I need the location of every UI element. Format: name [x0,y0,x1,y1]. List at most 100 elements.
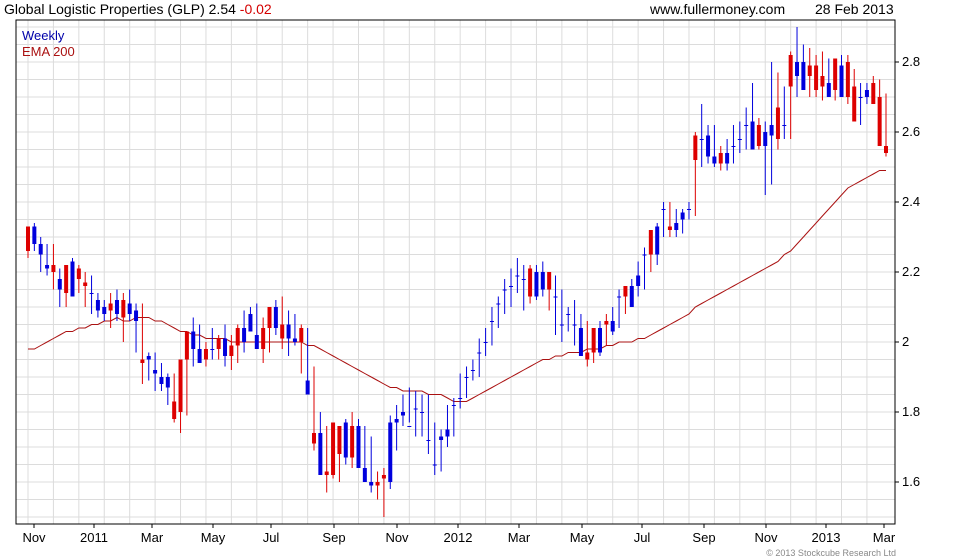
candle-body [858,97,863,98]
candle-body [114,300,119,314]
candle-body [572,324,577,326]
candle-body [585,352,590,360]
candle [203,342,208,367]
candle [617,289,622,328]
x-tick-label: 2013 [812,530,841,545]
candle [572,300,577,346]
candle-body [254,335,259,349]
candle-body [267,307,272,328]
candle [286,310,291,356]
candle [858,83,863,125]
candle-body [32,226,37,244]
candle [184,331,189,416]
candle-body [712,156,717,164]
y-tick-label: 1.6 [902,474,920,489]
candle [814,55,819,97]
tick-layer: 1.6 1.8 2 2.2 2.4 2.6 2.8 Nov 2011 Mar May Jul Sep No… [22,54,920,545]
candle [114,289,119,321]
candle-body [95,300,100,311]
candle [223,324,228,367]
candle-body [496,303,501,305]
candle [267,307,272,353]
candle [839,55,844,97]
candle-body [540,272,545,290]
candle-body [833,58,838,90]
candle-body [814,65,819,90]
candle [400,394,405,426]
chart-title-row: Global Logistic Properties (GLP) 2.54 -0… [4,1,272,17]
y-tick-label: 2.2 [902,264,920,279]
x-tick-label: 2011 [80,530,108,545]
candle [833,58,838,101]
legend-ema: EMA 200 [22,44,75,59]
candle-body [515,275,520,277]
candle [70,258,75,297]
candle-body [400,412,405,416]
candle-body [388,422,393,482]
candle [801,44,806,90]
candle-body [337,426,342,454]
candle [451,398,456,437]
candle-body [45,265,50,269]
candle-body [305,380,310,395]
candle [763,121,768,195]
candle [248,307,253,332]
candle [585,321,590,367]
candle [64,265,69,307]
candle [32,223,37,251]
candle-body [331,422,336,475]
candle [502,279,507,314]
candle [83,272,88,307]
candle [420,394,425,437]
candle [121,293,126,342]
candle [712,125,717,167]
candle [57,268,62,307]
candle [159,363,164,391]
candle [489,307,494,346]
candle-body [184,331,189,360]
candle [305,328,310,395]
candle-body [439,436,444,440]
candle [718,146,723,171]
candle-body [820,76,825,87]
candle-body [718,153,723,164]
candle [775,72,780,150]
x-tick-label: Nov [22,530,46,545]
candle-body [623,286,628,297]
candle-body [159,377,164,384]
candle-body [578,328,583,356]
candle-body [648,230,653,255]
candle [343,419,348,465]
candle [807,48,812,97]
candle [737,121,742,153]
candle [381,468,386,517]
candle [686,202,691,220]
site-name[interactable]: www.fullermoney.com [650,1,786,17]
candle-body [763,132,768,146]
candle-body [261,328,266,349]
candle [750,83,755,150]
candle-body [483,342,488,343]
candle [680,209,685,234]
candle [216,335,221,360]
candle [51,244,56,290]
copyright-notice: © 2013 Stockcube Research Ltd [766,548,896,558]
candle [655,223,660,265]
candle-body [801,62,806,90]
candle-body [489,321,494,322]
candle [280,296,285,349]
candle [756,118,761,150]
candle-body [140,359,145,363]
x-tick-label: Nov [385,530,409,545]
candle-body [324,471,329,475]
candle [483,328,488,356]
candle-layer [26,27,888,517]
candle-body [356,426,361,468]
candle [528,265,533,304]
candle [197,324,202,363]
candle [38,237,43,272]
candle [375,471,380,500]
candle-body [280,324,285,339]
candle-body [598,328,602,353]
